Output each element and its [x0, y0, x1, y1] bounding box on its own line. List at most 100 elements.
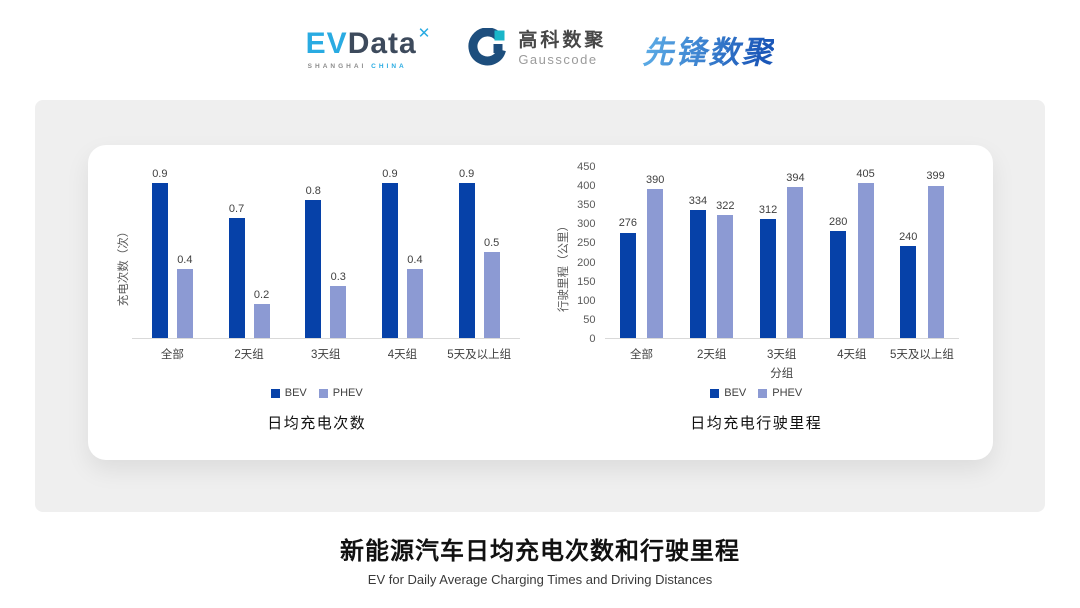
legend-label: BEV: [724, 387, 747, 399]
data-label: 0.8: [305, 185, 321, 198]
gausscode-g-icon: [468, 28, 507, 66]
bar-bev: [151, 183, 168, 338]
bar-group: 276 390: [607, 167, 677, 338]
chart-body: 充电次数（次） 0.9 0.4 0.7 0.2 0.8 0.3 0.9 0.4 0.9 0.5 全…: [114, 167, 520, 383]
bar-group: 280 405: [817, 167, 887, 338]
evdata-star-icon: ✕: [417, 24, 432, 42]
bar-column: 0.7: [228, 167, 245, 338]
gausscode-chinese-name: 高科数聚: [518, 29, 607, 51]
bar-column: 276: [619, 167, 637, 338]
bar-column: 0.9: [381, 167, 398, 338]
legend-item-phev: PHEV: [758, 387, 802, 399]
bar-group: 240 399: [887, 167, 957, 338]
y-tick-label: 350: [577, 199, 596, 212]
evdata-logo: EV Data ✕ SHANGHAI CHINA: [305, 24, 432, 70]
evdata-shanghai-text: SHANGHAI: [307, 62, 367, 70]
plot-area: 276 390 334 322 312 394 280 405 240 399: [604, 167, 959, 339]
legend-item-bev: BEV: [710, 387, 746, 399]
page-subtitle: EV for Daily Average Charging Times and …: [367, 572, 713, 587]
x-axis-label: 分组: [770, 368, 794, 380]
bar-column: 334: [689, 167, 707, 338]
bar-column: 394: [786, 167, 805, 338]
data-label: 276: [618, 217, 638, 230]
bar-group: 0.7 0.2: [211, 167, 288, 338]
data-label: 312: [758, 203, 778, 216]
data-label: 0.7: [228, 202, 245, 215]
x-axis-label: [132, 365, 520, 383]
bar-bev: [689, 210, 706, 338]
bar-column: 280: [829, 167, 847, 338]
data-label: 334: [688, 195, 708, 208]
bar-bev: [760, 218, 777, 338]
legend-item-bev: BEV: [270, 387, 307, 399]
bar-phev: [647, 188, 664, 338]
legend-swatch-icon: [318, 388, 328, 398]
bar-phev: [330, 286, 347, 338]
legend-label: PHEV: [772, 387, 803, 399]
bar-column: 312: [759, 167, 777, 338]
y-tick-label: 400: [577, 180, 596, 193]
bar-group: 0.8 0.3: [287, 167, 364, 338]
bar-bev: [458, 183, 475, 338]
bar-phev: [406, 269, 423, 338]
chart-panel: 充电次数（次） 0.9 0.4 0.7 0.2 0.8 0.3 0.9 0.4 0.9 0.5 全…: [88, 145, 993, 460]
data-label: 405: [856, 168, 875, 181]
bar-group: 0.9 0.5: [441, 167, 518, 338]
bar-column: 0.3: [330, 167, 347, 338]
y-tick-label: 150: [577, 275, 596, 288]
y-tick-label: 0: [589, 333, 596, 345]
bar-bev: [830, 230, 847, 338]
data-label: 0.9: [459, 168, 475, 181]
category-label: 全部: [160, 349, 184, 361]
bar-column: 0.4: [176, 167, 193, 338]
category-label: 2天组: [696, 349, 727, 361]
data-label: 0.4: [177, 254, 193, 267]
y-tick-label: 100: [577, 294, 596, 307]
data-label: 0.4: [407, 254, 423, 267]
bar-column: 0.9: [458, 167, 475, 338]
bar-phev: [253, 303, 270, 338]
bar-phev: [717, 214, 734, 338]
category-label: 5天及以上组: [889, 349, 954, 361]
bar-phev: [176, 269, 193, 338]
data-label: 322: [716, 199, 735, 212]
bar-phev: [857, 183, 874, 338]
legend-item-phev: PHEV: [318, 387, 363, 399]
evdata-tagline: SHANGHAI CHINA: [308, 63, 432, 70]
y-axis-ticks: 0 50 100 150 200 250 300 350 400 450: [572, 161, 602, 345]
bar-bev: [619, 232, 636, 338]
gausscode-english-name: Gausscode: [518, 51, 598, 67]
bar-column: 399: [926, 167, 945, 338]
legend-label: BEV: [284, 387, 307, 399]
data-label: 0.2: [253, 288, 270, 301]
legend: BEV PHEV: [114, 387, 520, 399]
data-label: 0.9: [382, 168, 398, 181]
bar-phev: [927, 185, 944, 338]
evdata-china-text: CHINA: [371, 62, 407, 70]
bar-bev: [381, 183, 398, 338]
evdata-ev-text: EV: [305, 26, 348, 60]
data-label: 390: [646, 173, 665, 186]
chart-daily-driving-distance: 行驶里程（公里） 0 50 100 150 200 250 300 350 400 450 276…: [554, 161, 960, 460]
chart-body: 行驶里程（公里） 0 50 100 150 200 250 300 350 400 450 276…: [554, 161, 960, 383]
bar-column: 240: [899, 167, 917, 338]
x-axis-categories: 全部 2天组 3天组 4天组 5天及以上组: [605, 346, 960, 362]
legend-swatch-icon: [710, 388, 720, 398]
y-axis-label: 行驶里程（公里）: [557, 220, 570, 313]
category-label: 2天组: [234, 349, 264, 361]
legend-swatch-icon: [758, 388, 768, 398]
bar-group: 0.9 0.4: [364, 167, 441, 338]
category-label: 全部: [630, 349, 654, 361]
legend-label: PHEV: [332, 387, 363, 399]
bar-column: 322: [716, 167, 735, 338]
footer: 新能源汽车日均充电次数和行驶里程 EV for Daily Average Ch…: [0, 531, 1080, 587]
legend-swatch-icon: [270, 388, 280, 398]
bar-group: 334 322: [677, 167, 747, 338]
xianfeng-shuju-logo: 先锋数聚: [642, 27, 774, 72]
y-tick-label: 250: [577, 237, 596, 250]
chart-card: 充电次数（次） 0.9 0.4 0.7 0.2 0.8 0.3 0.9 0.4 0.9 0.5 全…: [35, 100, 1045, 512]
bar-group: 312 394: [747, 167, 817, 338]
bar-phev: [787, 187, 804, 338]
y-tick-label: 300: [577, 218, 596, 231]
bar-phev: [483, 252, 500, 338]
